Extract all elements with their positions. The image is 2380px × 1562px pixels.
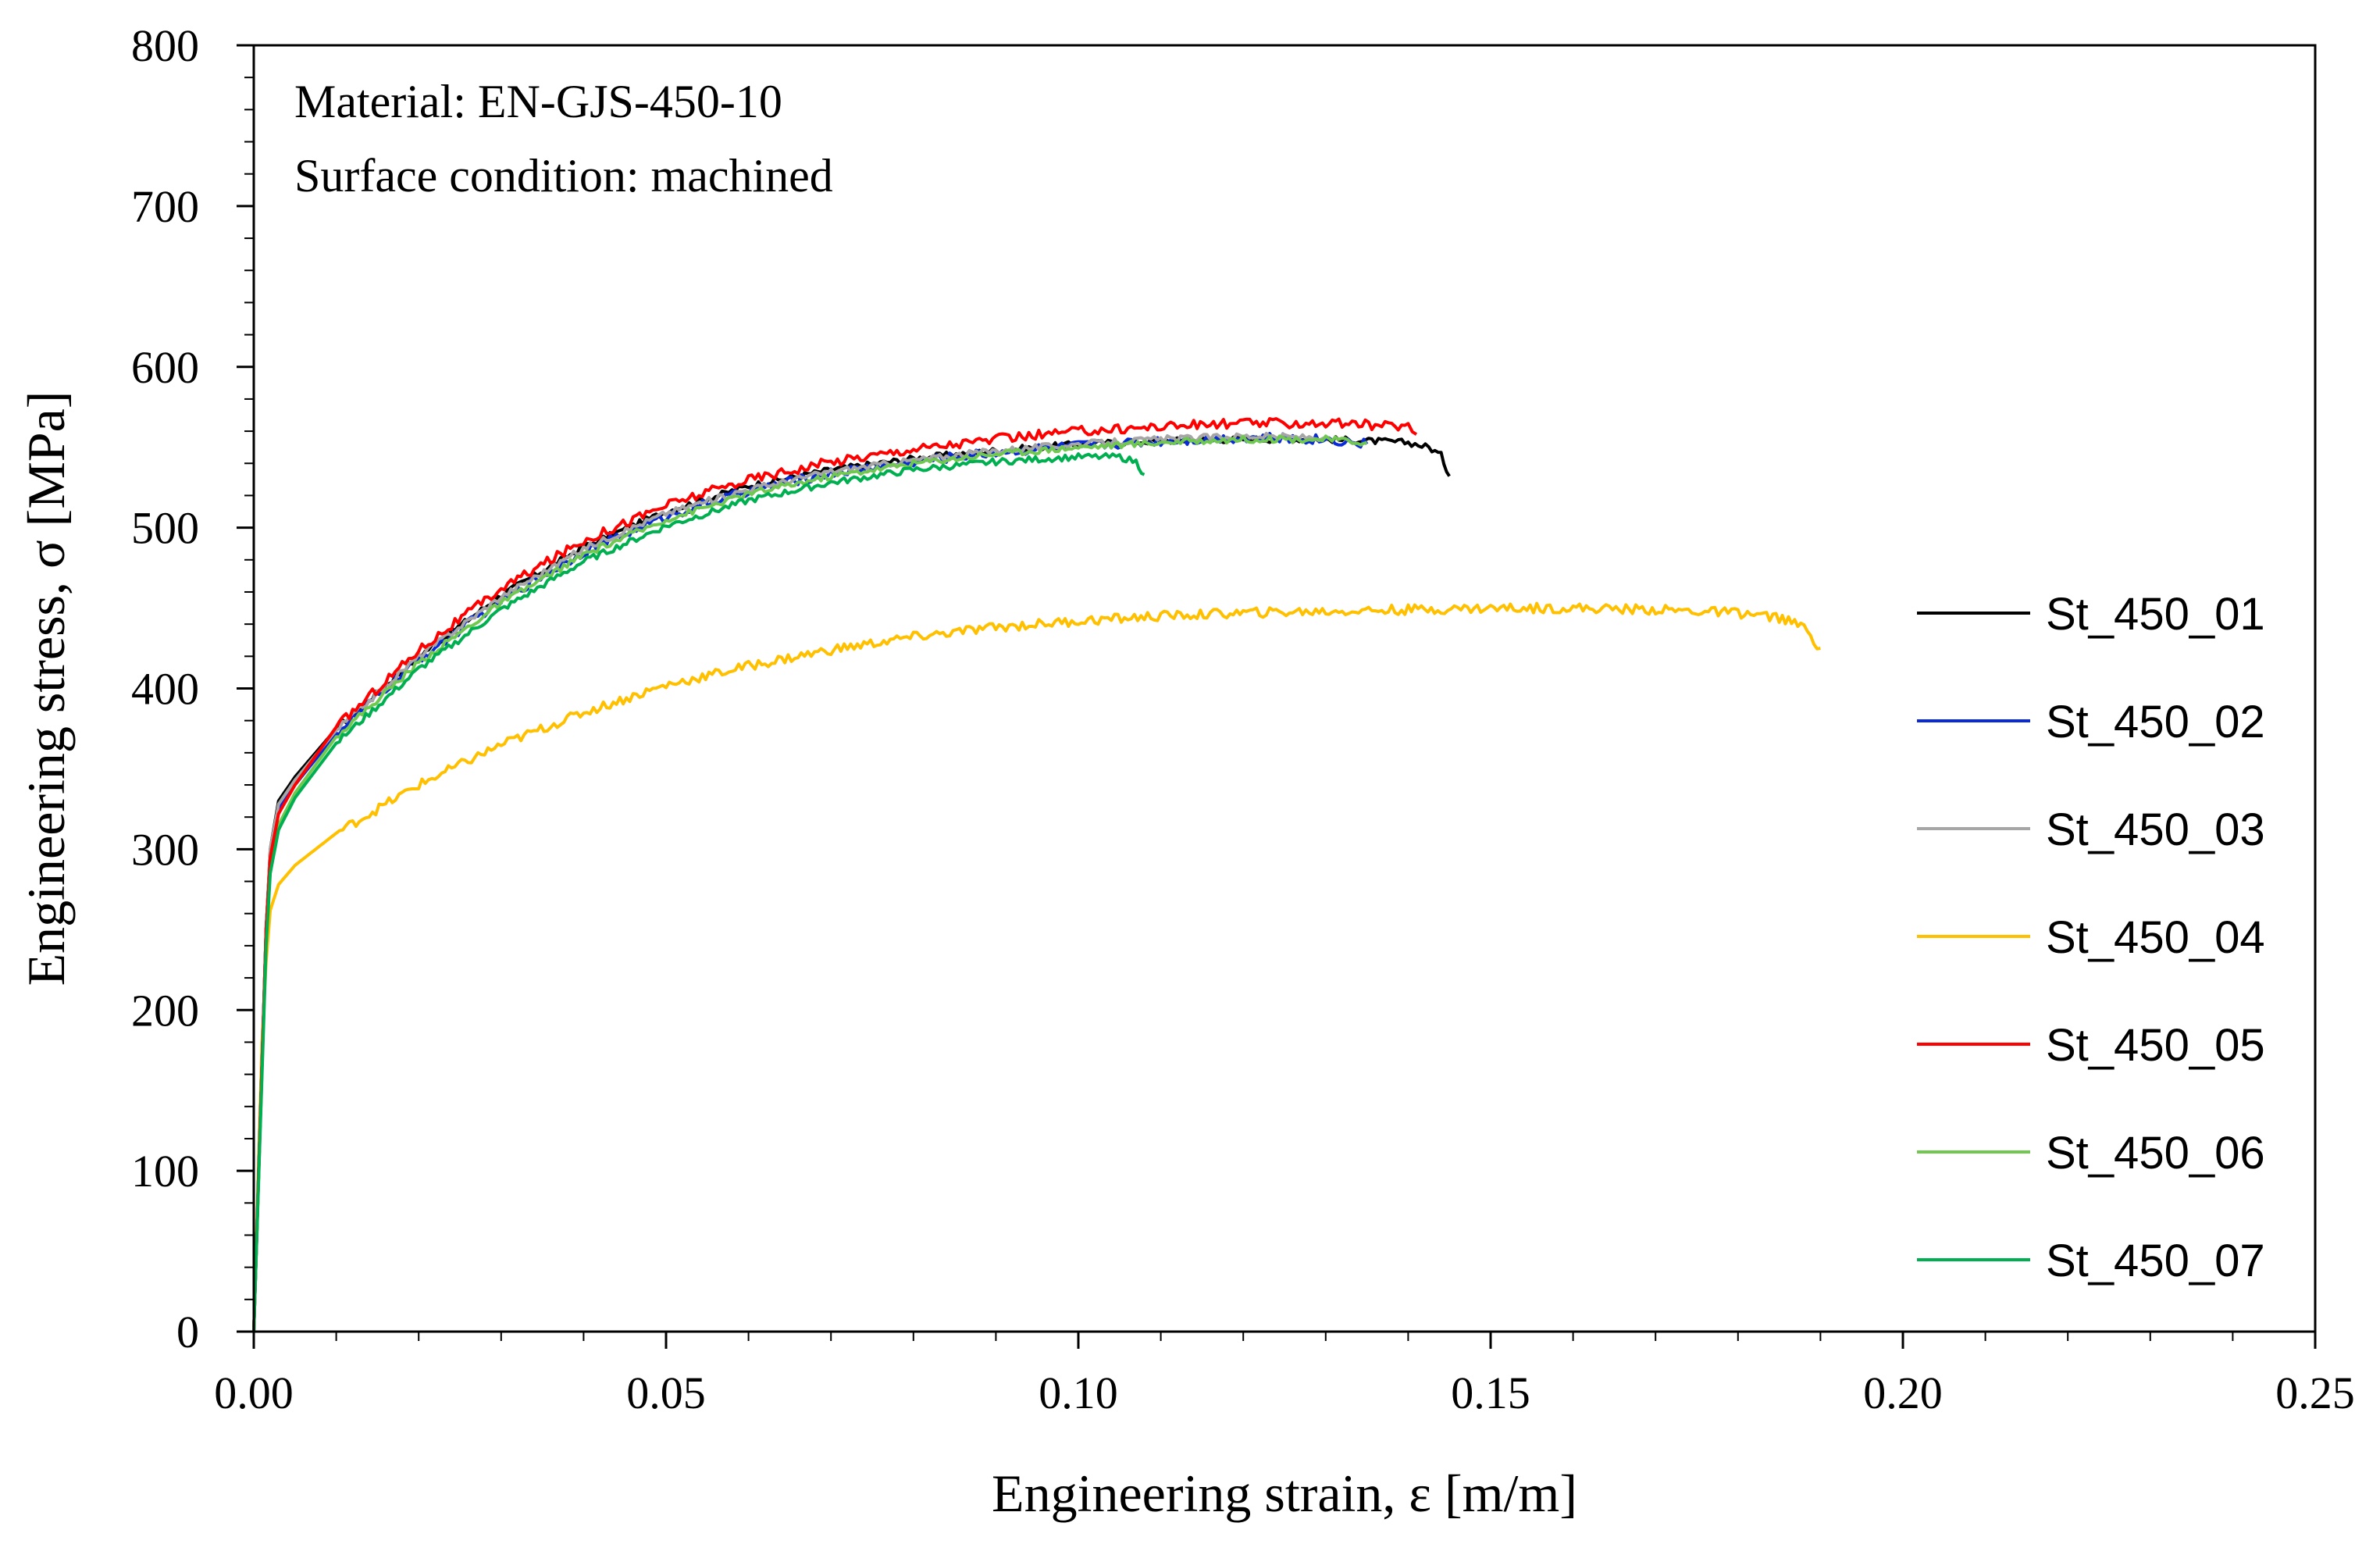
- legend: St_450_01 St_450_02 St_450_03 St_450_04 St_4…: [1917, 589, 2265, 1286]
- series-line-st-450-04: [252, 601, 1821, 1332]
- y-tick-label: 200: [131, 985, 199, 1036]
- y-tick-label: 400: [131, 664, 199, 715]
- series-layer: [252, 417, 1821, 1332]
- legend-label: St_450_05: [2046, 1020, 2265, 1071]
- tick-labels: 0 100 200 300 400 500 600 700 800 0.00 0.05 0.10 0.1…: [131, 20, 2355, 1418]
- annotation-surface-condition: Surface condition: machined: [294, 150, 833, 201]
- series-line-st-450-05: [252, 417, 1418, 1332]
- x-tick-label: 0.20: [1863, 1368, 1943, 1418]
- legend-label: St_450_04: [2046, 912, 2265, 963]
- x-axis-title: Engineering strain, ε [m/m]: [992, 1464, 1577, 1523]
- y-tick-label: 0: [176, 1307, 199, 1357]
- x-tick-label: 0.00: [214, 1368, 294, 1418]
- x-tick-label: 0.15: [1451, 1368, 1530, 1418]
- annotation-material: Material: EN-GJS-450-10: [294, 76, 782, 127]
- y-tick-label: 800: [131, 20, 199, 71]
- legend-label: St_450_03: [2046, 804, 2265, 855]
- legend-label: St_450_02: [2046, 697, 2265, 747]
- series-line-st-450-03: [252, 431, 1327, 1332]
- y-axis-title: Engineering stress, σ [MPa]: [16, 391, 76, 986]
- legend-label: St_450_01: [2046, 589, 2265, 640]
- series-line-st-450-07: [252, 452, 1145, 1332]
- x-tick-label: 0.10: [1039, 1368, 1118, 1418]
- y-tick-label: 100: [131, 1146, 199, 1196]
- x-tick-label: 0.25: [2275, 1368, 2355, 1418]
- series-line-st-450-01: [252, 434, 1451, 1332]
- legend-label: St_450_07: [2046, 1236, 2265, 1286]
- y-tick-label: 500: [131, 503, 199, 554]
- y-tick-label: 300: [131, 824, 199, 875]
- series-line-st-450-06: [252, 434, 1368, 1332]
- y-tick-label: 700: [131, 181, 199, 232]
- legend-label: St_450_06: [2046, 1128, 2265, 1179]
- axis-ticks: [237, 44, 2317, 1349]
- y-tick-label: 600: [131, 342, 199, 393]
- x-tick-label: 0.05: [626, 1368, 706, 1418]
